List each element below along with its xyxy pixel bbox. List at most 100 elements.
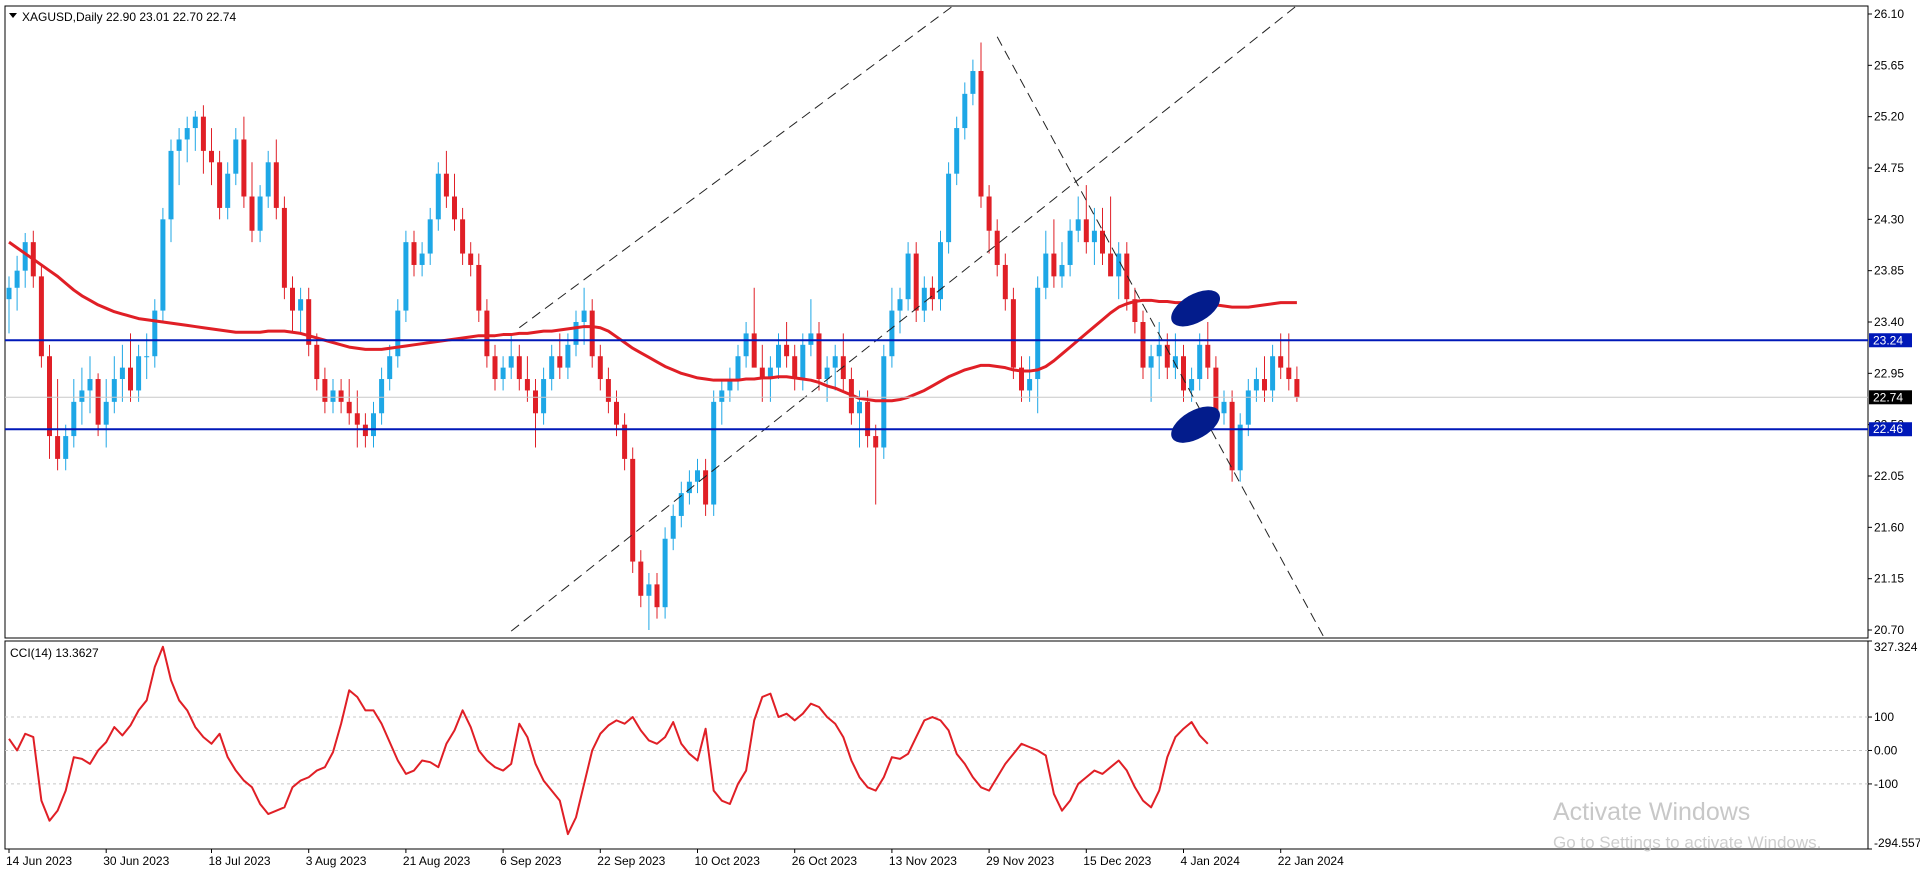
cci-line — [8, 645, 1209, 836]
candle-body — [695, 470, 700, 482]
candle-body — [314, 344, 320, 380]
candle-body — [492, 356, 498, 380]
candle-body — [1221, 401, 1227, 414]
cci-plot-area — [5, 645, 1868, 836]
candle-body — [1051, 253, 1057, 277]
time-axis: 14 Jun 2023 30 Jun 2023 18 Jul 2023 3 Aug 2… — [6, 849, 1344, 868]
candle-body — [38, 276, 44, 357]
candle-body — [865, 401, 871, 437]
candle-body — [686, 481, 692, 494]
candle-body — [322, 379, 328, 402]
candle-body — [614, 401, 619, 425]
level-price-tag — [1869, 422, 1912, 437]
candle-body — [622, 424, 628, 459]
candle-body — [209, 150, 214, 163]
candle-body — [808, 333, 814, 345]
current-price-tag-label: 22.74 — [1873, 390, 1903, 404]
cci-label: CCI(14) 13.3627 — [10, 646, 99, 660]
candle-body — [857, 401, 862, 414]
candle-body — [176, 139, 182, 151]
candle-body — [119, 367, 125, 380]
candle-body — [419, 253, 425, 265]
candle-body — [549, 356, 555, 380]
price-panel[interactable]: 26.10 25.65 25.20 24.75 24.30 23.85 23.40 22.95… — [4, 0, 1912, 647]
candle-body — [217, 162, 223, 208]
candle-body — [1010, 299, 1016, 368]
candle-body — [832, 356, 838, 368]
price-tick-label: 26.10 — [1874, 7, 1904, 21]
candle-body — [387, 356, 393, 380]
candle-body — [476, 264, 482, 311]
time-tick-label: 6 Sep 2023 — [500, 854, 562, 868]
time-tick-label: 10 Oct 2023 — [695, 854, 761, 868]
candle-body — [1067, 230, 1073, 265]
candle-body — [241, 139, 247, 197]
candle-body — [824, 367, 830, 380]
price-tick-label: 23.40 — [1874, 315, 1904, 329]
candle-body — [1100, 230, 1105, 254]
candle-body — [1237, 424, 1243, 471]
cci-tick-label: -294.557 — [1874, 836, 1920, 850]
price-axis: 26.10 25.65 25.20 24.75 24.30 23.85 23.40 22.95… — [1868, 7, 1912, 637]
level-price-tag — [1869, 333, 1912, 348]
price-plot-area — [5, 6, 1868, 638]
symbol-label: XAGUSD,Daily — [22, 10, 103, 24]
candle-body — [1164, 344, 1170, 368]
cci-tick-label: -100 — [1874, 777, 1898, 791]
candle-body — [1132, 299, 1138, 322]
price-tick-label: 22.95 — [1874, 366, 1904, 380]
candle-body — [443, 173, 449, 197]
candle-body — [735, 356, 741, 380]
candle-body — [605, 379, 611, 402]
candle-body — [1083, 219, 1089, 243]
candle-body — [1091, 230, 1097, 243]
candle-body — [541, 379, 547, 414]
time-tick-label: 13 Nov 2023 — [889, 854, 957, 868]
cci-axis: 327.324 100 0.00 -100 -294.557 — [1868, 640, 1920, 850]
candle-body — [1213, 367, 1219, 414]
trendlines — [510, 6, 1325, 638]
candle-body — [1245, 390, 1251, 425]
candle-body — [233, 139, 239, 174]
candle-body — [800, 344, 806, 380]
current-price-tag — [1869, 390, 1912, 405]
trendline-dashed — [519, 6, 954, 329]
candle-body — [225, 173, 231, 208]
cci-panel[interactable]: 327.324 100 0.00 -100 -294.557 CCI(14) 13.36… — [4, 640, 1920, 850]
cci-panel-frame — [4, 640, 1869, 850]
candle-body — [1148, 356, 1154, 368]
candle-body — [1075, 219, 1081, 231]
candle-body — [460, 219, 466, 254]
time-tick-label: 3 Aug 2023 — [306, 854, 367, 868]
time-tick-label: 14 Jun 2023 — [6, 854, 72, 868]
candle-body — [1262, 379, 1267, 391]
time-tick-label: 4 Jan 2024 — [1181, 854, 1241, 868]
candle-body — [22, 242, 28, 271]
highlight-marker — [1171, 406, 1221, 443]
candle-body — [776, 344, 781, 368]
watermark-title: Activate Windows — [1553, 798, 1750, 826]
candle-body — [929, 287, 935, 300]
candle-body — [873, 436, 879, 448]
collapse-triangle-icon[interactable] — [9, 13, 17, 18]
time-tick-label: 15 Dec 2023 — [1083, 854, 1151, 868]
candle-body — [1172, 356, 1178, 368]
candle-body — [662, 538, 668, 608]
candle-body — [1205, 344, 1211, 368]
time-tick-label: 18 Jul 2023 — [209, 854, 271, 868]
candle-body — [362, 424, 368, 437]
candle-body — [500, 367, 506, 380]
candle-body — [759, 367, 765, 380]
price-header: XAGUSD,Daily 22.90 23.01 22.70 22.74 — [9, 10, 236, 24]
candle-body — [678, 493, 684, 516]
candle-body — [986, 196, 992, 231]
price-panel-frame — [4, 5, 1869, 639]
candle-body — [111, 379, 117, 402]
candle-body — [265, 162, 271, 197]
candle-body — [1059, 264, 1065, 277]
candle-body — [597, 356, 603, 380]
candle-body — [703, 470, 709, 505]
candle-body — [330, 390, 336, 402]
candle-body — [1027, 379, 1033, 391]
